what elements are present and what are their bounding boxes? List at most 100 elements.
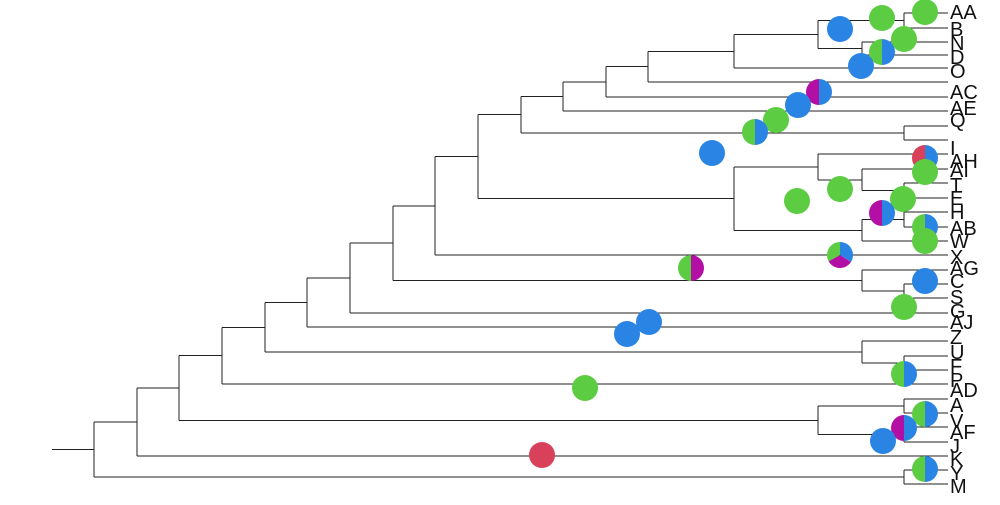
tip-labels: AABNDOACAEQIAHAITEHABWXAGCSGAJZUFPADAVAF… <box>950 2 979 498</box>
tip-label: W <box>950 231 969 253</box>
pie-slice <box>891 361 904 387</box>
pie-slice <box>678 255 691 281</box>
tip-label: K <box>950 449 964 471</box>
state-pie-marker <box>636 309 662 335</box>
state-pie-marker <box>827 242 853 268</box>
pie-slice <box>890 186 916 212</box>
tip-label: G <box>950 301 966 323</box>
tip-label: M <box>950 476 967 498</box>
pie-slice <box>869 39 882 65</box>
pie-slice <box>891 294 917 320</box>
ancestral-state-pies <box>529 0 938 482</box>
tip-label: AI <box>950 160 969 182</box>
tip-label: I <box>950 138 956 160</box>
pie-slice <box>904 361 917 387</box>
state-pie-marker <box>891 415 917 441</box>
tip-label: C <box>950 271 964 293</box>
pie-slice <box>827 176 853 202</box>
pie-slice <box>882 39 895 65</box>
tip-label: V <box>950 411 964 433</box>
state-pie-marker <box>912 0 938 25</box>
pie-slice <box>755 119 768 145</box>
state-pie-marker <box>912 268 938 294</box>
pie-slice <box>848 53 874 79</box>
tip-label: B <box>950 19 963 41</box>
state-pie-marker <box>827 176 853 202</box>
pie-slice <box>912 159 938 185</box>
pie-slice <box>828 255 851 268</box>
tip-label: A <box>950 395 964 417</box>
tip-label: D <box>950 47 964 69</box>
state-pie-marker <box>699 140 725 166</box>
tip-label: X <box>950 247 963 269</box>
pie-slice <box>763 107 789 133</box>
state-pie-marker <box>614 321 640 347</box>
state-pie-marker <box>572 375 598 401</box>
tip-label: AA <box>950 2 977 24</box>
state-pie-marker <box>763 107 789 133</box>
tip-label: H <box>950 202 964 224</box>
tip-label: AF <box>950 422 976 444</box>
pie-slice <box>869 200 882 226</box>
state-pie-marker <box>806 79 832 105</box>
tip-label: U <box>950 342 964 364</box>
pie-slice <box>614 321 640 347</box>
state-pie-marker <box>785 92 811 118</box>
tip-label: AE <box>950 98 977 120</box>
pie-slice <box>912 228 938 254</box>
pie-slice <box>925 401 938 427</box>
tip-label: AB <box>950 218 977 240</box>
pie-slice <box>870 428 896 454</box>
pie-slice <box>827 16 853 42</box>
state-pie-marker <box>870 428 896 454</box>
pie-slice <box>742 119 755 145</box>
state-pie-marker <box>678 255 704 281</box>
tip-label: T <box>950 175 962 197</box>
state-pie-marker <box>848 53 874 79</box>
pie-slice <box>827 242 840 262</box>
state-pie-marker <box>891 294 917 320</box>
tip-label: AD <box>950 380 978 402</box>
tip-label: O <box>950 61 966 83</box>
pie-slice <box>636 309 662 335</box>
tip-label: Y <box>950 463 963 485</box>
tip-label: E <box>950 188 963 210</box>
tip-label: AJ <box>950 312 973 334</box>
pie-slice <box>882 200 895 226</box>
tip-label: AG <box>950 258 979 280</box>
state-pie-marker <box>891 26 917 52</box>
pie-slice <box>891 26 917 52</box>
state-pie-marker <box>869 39 895 65</box>
state-pie-marker <box>912 401 938 427</box>
state-pie-marker <box>912 456 938 482</box>
pie-slice <box>819 79 832 105</box>
pie-slice <box>912 456 925 482</box>
state-pie-marker <box>827 16 853 42</box>
tip-label: AC <box>950 82 978 104</box>
pie-slice <box>691 255 704 281</box>
pie-slice <box>912 268 938 294</box>
pie-slice <box>785 92 811 118</box>
pie-slice <box>912 0 938 25</box>
pie-slice <box>904 415 917 441</box>
pie-slice <box>529 442 555 468</box>
tip-label: Q <box>950 110 966 132</box>
tip-label: S <box>950 287 963 309</box>
state-pie-marker <box>869 200 895 226</box>
tip-label: J <box>950 436 960 458</box>
state-pie-marker <box>912 159 938 185</box>
tip-label: N <box>950 33 964 55</box>
state-pie-marker <box>912 228 938 254</box>
state-pie-marker <box>784 188 810 214</box>
pie-slice <box>891 415 904 441</box>
tip-label: Z <box>950 327 962 349</box>
state-pie-marker <box>869 5 895 31</box>
state-pie-marker <box>891 361 917 387</box>
pie-slice <box>912 401 925 427</box>
pie-slice <box>699 140 725 166</box>
pie-slice <box>869 5 895 31</box>
pie-slice <box>840 242 853 262</box>
tip-label: P <box>950 370 963 392</box>
pie-slice <box>925 456 938 482</box>
